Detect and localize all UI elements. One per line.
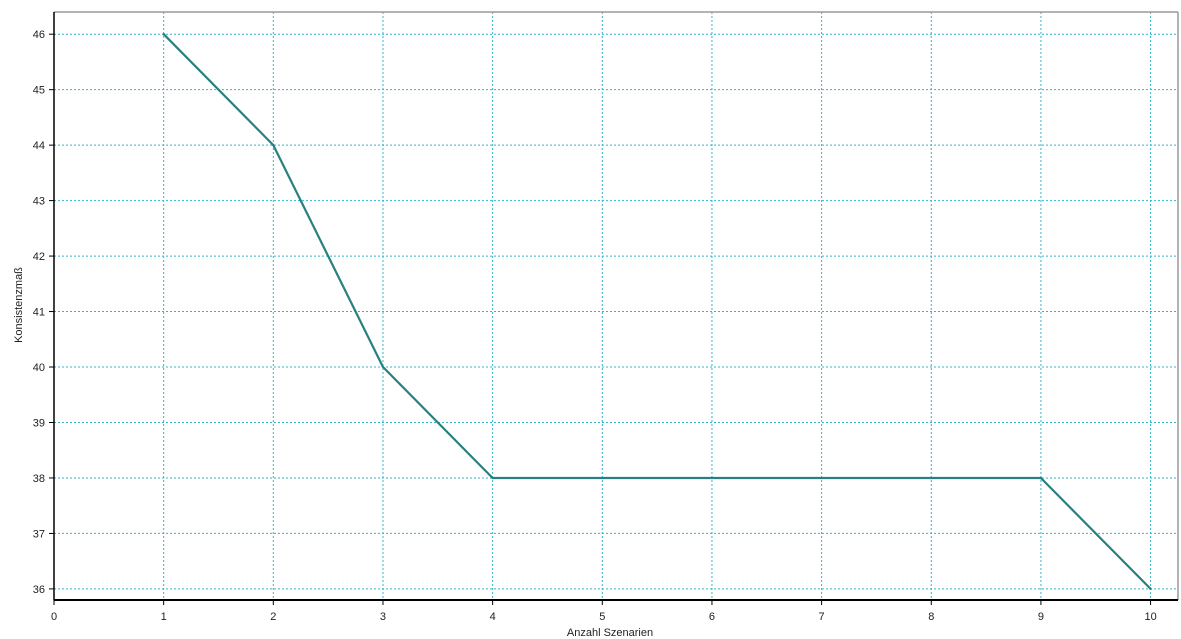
plot-frame <box>49 11 1179 605</box>
series-group <box>162 32 1152 591</box>
y-tick-label: 46 <box>33 29 45 41</box>
x-tick-label: 0 <box>51 611 57 623</box>
data-point <box>820 476 823 480</box>
data-point <box>272 143 275 147</box>
y-tick-label: 37 <box>33 528 45 540</box>
data-point <box>710 476 714 480</box>
x-tick-label: 6 <box>709 611 715 623</box>
x-tick-label: 7 <box>819 611 825 623</box>
data-point <box>601 476 604 480</box>
data-point <box>162 32 165 36</box>
y-tick-label: 42 <box>33 251 45 263</box>
y-tick-labels: 36 37 38 39 40 41 42 43 44 45 46 <box>33 29 45 596</box>
x-axis-title: Anzahl Szenarien <box>567 627 653 639</box>
y-tick-label: 43 <box>33 196 45 208</box>
y-tick-label: 44 <box>33 140 45 152</box>
x-tick-label: 2 <box>270 611 276 623</box>
x-tick-label: 10 <box>1144 611 1156 623</box>
x-tick-label: 3 <box>380 611 386 623</box>
data-point <box>491 476 494 480</box>
x-tick-label: 4 <box>490 611 496 623</box>
y-tick-label: 38 <box>33 473 45 485</box>
data-point <box>381 365 385 369</box>
y-tick-label: 40 <box>33 362 45 374</box>
y-tick-label: 39 <box>33 417 45 429</box>
x-tick-labels: 0 1 2 3 4 5 6 7 8 9 10 <box>51 611 1157 623</box>
y-tick-label: 41 <box>33 307 45 319</box>
data-point <box>1149 587 1152 591</box>
x-tick-label: 5 <box>599 611 605 623</box>
x-tick-label: 8 <box>928 611 934 623</box>
x-tick-label: 9 <box>1038 611 1044 623</box>
data-point <box>930 476 933 480</box>
y-tick-label: 36 <box>33 584 45 596</box>
y-axis-title: Konsistenzmaß <box>13 267 25 343</box>
data-point <box>1039 476 1043 480</box>
series-line <box>162 33 1152 590</box>
x-tick-label: 1 <box>161 611 167 623</box>
grid <box>54 12 1178 600</box>
y-tick-label: 45 <box>33 85 45 97</box>
